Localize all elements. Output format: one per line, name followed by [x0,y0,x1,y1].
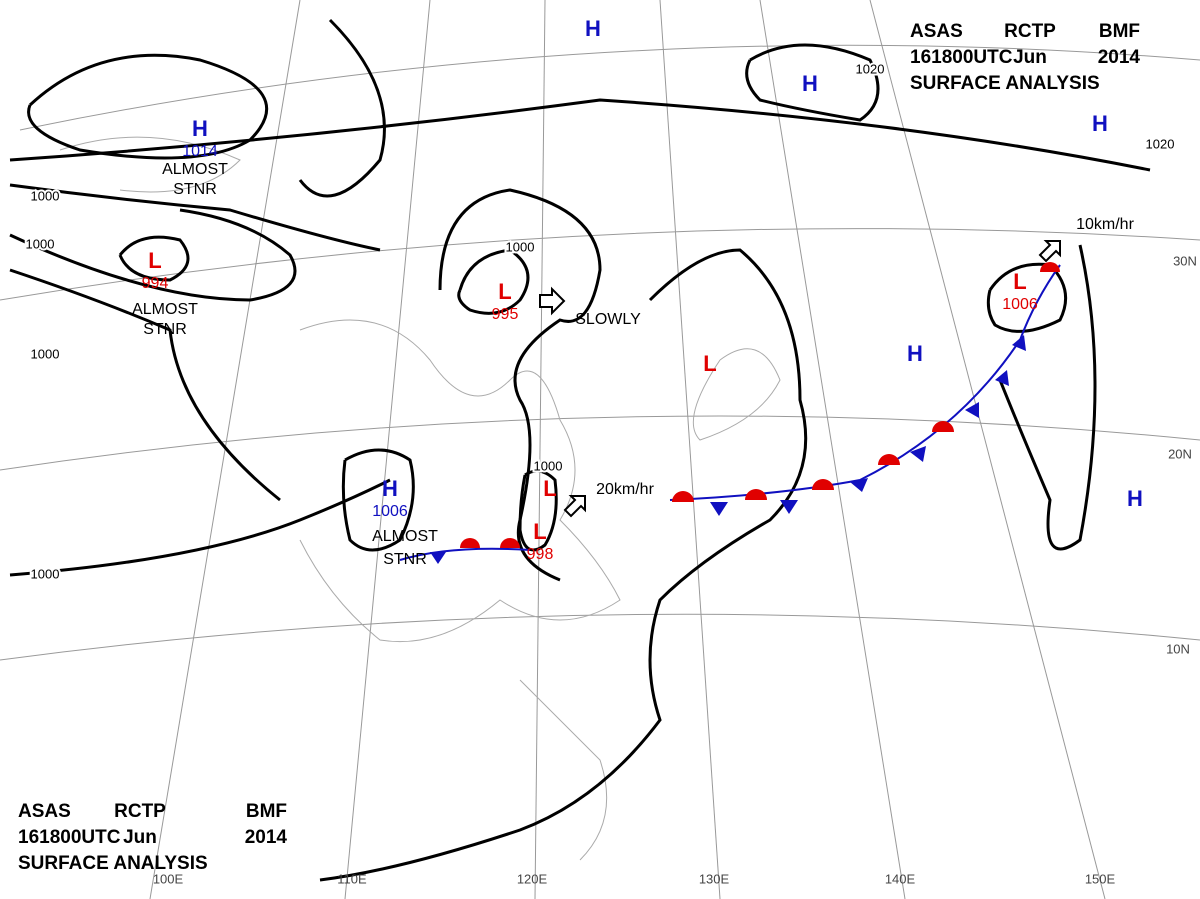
isobar-label: 1000 [534,458,563,473]
header-text: BMF [1099,21,1140,42]
header-text: SURFACE ANALYSIS [18,853,208,874]
isobar-label: 1000 [31,346,60,361]
annotation: ALMOST [132,301,198,318]
header-text: RCTP [114,801,166,822]
pressure-center-symbol: H [1127,486,1143,511]
longitude-label: 110E [337,871,367,886]
pressure-center-value: 1014 [182,143,218,160]
isobar-label: 1020 [856,61,885,76]
longitude-label: 140E [885,871,916,886]
pressure-center-symbol: L [703,351,716,376]
pressure-center-value: 994 [142,275,169,292]
latitude-label: 30N [1173,253,1197,268]
header-text: 161800UTC [18,827,121,848]
isobar-label: 1000 [506,239,535,254]
pressure-center-symbol: L [533,519,546,544]
header-text: ASAS [18,801,71,822]
longitude-label: 150E [1085,871,1116,886]
isobar-label: 1020 [1146,136,1175,151]
longitude-label: 100E [153,871,184,886]
isobar-label: 1000 [31,188,60,203]
pressure-center-symbol: H [192,116,208,141]
coastlines [59,136,781,861]
isobar-label: 1000 [26,236,55,251]
annotation: STNR [383,551,427,568]
longitude-label: 130E [699,871,730,886]
pressure-center-symbol: L [543,476,556,501]
pressure-center-symbol: H [382,476,398,501]
header-text: ASAS [910,21,963,42]
pressure-center-value: 998 [527,546,554,563]
pressure-center-symbol: L [498,279,511,304]
annotation: 20km/hr [596,481,654,498]
pressure-center-symbol: H [802,71,818,96]
stationary-front [399,262,1061,564]
annotation: SLOWLY [575,311,641,328]
latitude-label: 20N [1168,446,1192,461]
annotation: 10km/hr [1076,216,1134,233]
header-text: 2014 [1098,47,1141,68]
pressure-center-value: 1006 [372,503,408,520]
annotation: ALMOST [162,161,228,178]
latitude-label: 10N [1166,641,1190,656]
pressure-center-symbol: L [1013,269,1026,294]
annotation: ALMOST [372,528,438,545]
header-text: 2014 [245,827,288,848]
header-text: SURFACE ANALYSIS [910,73,1100,94]
header-text: RCTP [1004,21,1056,42]
header-text: 161800UTC [910,47,1013,68]
motion-arrows [539,240,1061,518]
header-text: Jun [123,827,157,848]
isobars [9,18,1151,882]
header-text: BMF [246,801,287,822]
annotation: STNR [143,321,187,338]
isobar-label: 1000 [31,566,60,581]
pressure-center-value: 995 [492,306,519,323]
annotation: STNR [173,181,217,198]
pressure-center-symbol: H [1092,111,1108,136]
pressure-center-symbol: H [907,341,923,366]
pressure-center-symbol: L [148,248,161,273]
header-text: Jun [1013,47,1047,68]
pressure-center-symbol: H [585,16,601,41]
longitude-label: 120E [517,871,548,886]
pressure-center-value: 1006 [1002,296,1038,313]
